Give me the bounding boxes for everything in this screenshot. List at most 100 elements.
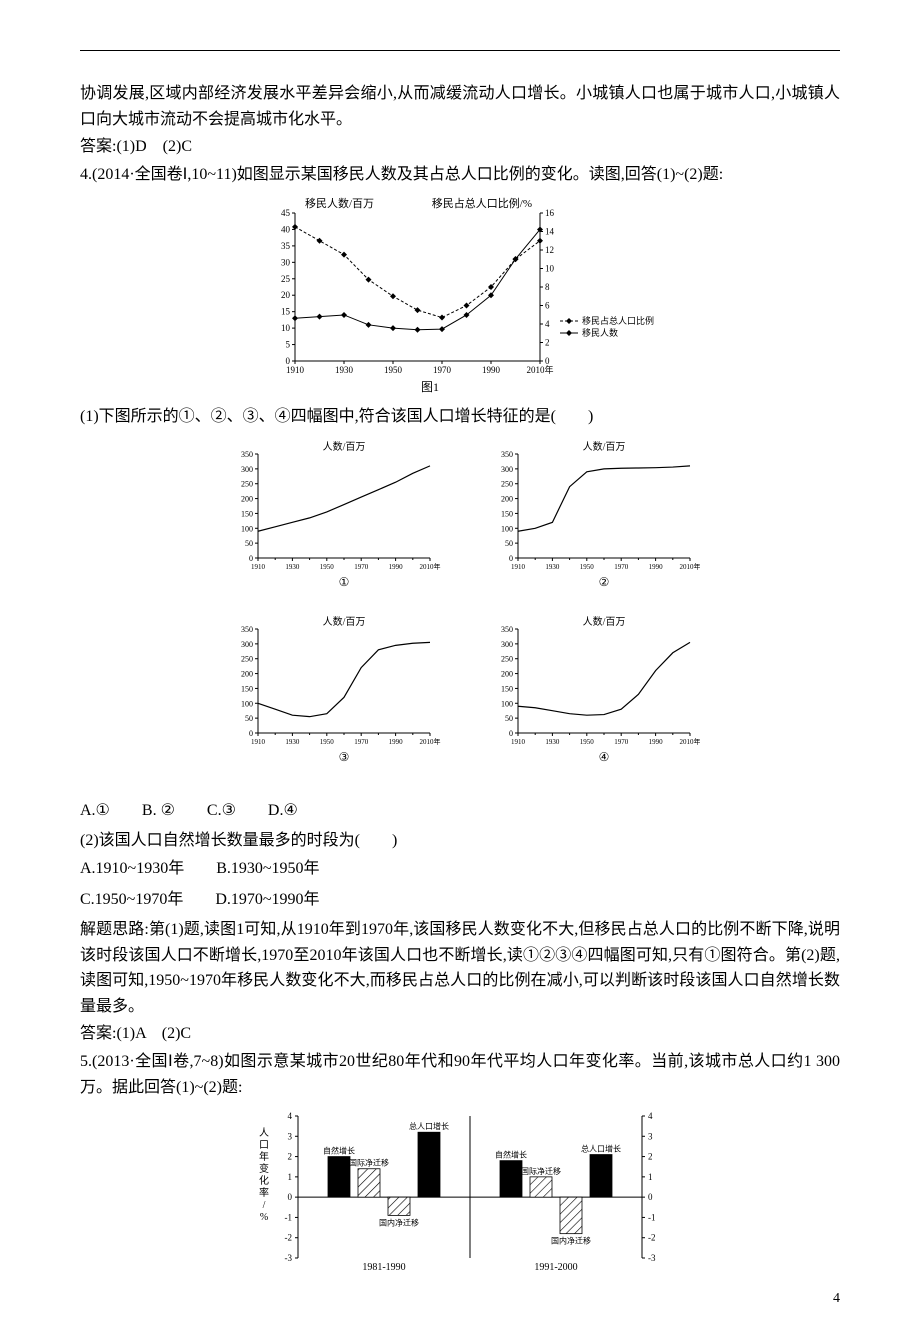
svg-text:25: 25: [281, 274, 291, 284]
svg-text:2010年: 2010年: [420, 562, 441, 571]
intro-paragraph: 协调发展,区域内部经济发展水平差异会缩小,从而减缓流动人口增长。小城镇人口也属于…: [80, 81, 840, 132]
svg-text:1990: 1990: [482, 365, 501, 375]
svg-text:200: 200: [241, 495, 253, 504]
svg-text:1910: 1910: [286, 365, 305, 375]
svg-text:1910: 1910: [251, 563, 266, 571]
svg-text:化: 化: [259, 1174, 269, 1187]
svg-text:200: 200: [501, 670, 513, 679]
svg-text:10: 10: [281, 323, 291, 333]
svg-text:100: 100: [241, 524, 253, 533]
svg-text:自然增长: 自然增长: [495, 1150, 527, 1160]
svg-text:1930: 1930: [285, 738, 300, 746]
svg-text:2: 2: [288, 1152, 293, 1162]
small-charts: 人数/百万 0 50 100 150 200 250 300 350 1910 1930 1950 19…: [80, 438, 840, 793]
svg-text:人数/百万: 人数/百万: [323, 440, 366, 453]
svg-text:②: ②: [599, 575, 610, 589]
svg-text:总人口增长: 总人口增长: [409, 1121, 449, 1131]
svg-text:1970: 1970: [354, 738, 369, 746]
svg-text:1970: 1970: [614, 563, 629, 571]
svg-text:150: 150: [241, 684, 253, 693]
svg-text:1990: 1990: [389, 738, 404, 746]
svg-text:350: 350: [501, 625, 513, 634]
svg-text:8: 8: [545, 282, 550, 292]
svg-text:自然增长: 自然增长: [323, 1146, 355, 1156]
svg-text:1930: 1930: [545, 563, 560, 571]
svg-text:-1: -1: [285, 1213, 293, 1223]
svg-text:350: 350: [241, 625, 253, 634]
svg-text:移民占总人口比例/%: 移民占总人口比例/%: [432, 196, 532, 210]
q4-options2a: A.1910~1930年 B.1930~1950年: [80, 855, 840, 884]
svg-text:10: 10: [545, 264, 555, 274]
svg-text:1910: 1910: [511, 738, 526, 746]
svg-text:30: 30: [281, 258, 291, 268]
svg-text:2010年: 2010年: [526, 364, 553, 375]
svg-text:45: 45: [281, 208, 291, 218]
svg-text:6: 6: [545, 301, 550, 311]
svg-text:人数/百万: 人数/百万: [323, 615, 366, 628]
svg-text:3: 3: [648, 1131, 653, 1141]
svg-text:50: 50: [245, 539, 253, 548]
svg-text:1990: 1990: [649, 738, 664, 746]
svg-text:200: 200: [241, 670, 253, 679]
figure-q5: -3-3-2-2-1-10011223344人口年变化率/%自然增长国际净迁移国…: [80, 1108, 840, 1283]
svg-text:50: 50: [245, 714, 253, 723]
svg-text:35: 35: [281, 241, 291, 251]
svg-text:国内净迁移: 国内净迁移: [379, 1218, 419, 1228]
svg-text:16: 16: [545, 208, 555, 218]
svg-text:1910: 1910: [251, 738, 266, 746]
svg-text:④: ④: [599, 750, 610, 764]
svg-text:0: 0: [288, 1192, 293, 1202]
svg-text:移民人数: 移民人数: [582, 327, 618, 338]
svg-text:变: 变: [259, 1162, 269, 1175]
svg-text:1930: 1930: [545, 738, 560, 746]
svg-text:40: 40: [281, 225, 291, 235]
svg-text:年: 年: [259, 1150, 269, 1163]
svg-text:1: 1: [648, 1172, 653, 1182]
page-number: 4: [833, 1291, 840, 1307]
svg-text:1950: 1950: [580, 738, 595, 746]
svg-text:1: 1: [288, 1172, 293, 1182]
svg-text:250: 250: [241, 655, 253, 664]
svg-text:3: 3: [288, 1131, 293, 1141]
svg-text:150: 150: [241, 509, 253, 518]
svg-text:1950: 1950: [320, 563, 335, 571]
svg-text:250: 250: [501, 655, 513, 664]
svg-text:-2: -2: [285, 1233, 293, 1243]
svg-text:移民占总人口比例: 移民占总人口比例: [582, 315, 654, 326]
svg-text:2: 2: [545, 338, 550, 348]
svg-text:20: 20: [281, 291, 291, 301]
svg-text:移民人数/百万: 移民人数/百万: [305, 197, 374, 210]
q4-sub1: (1)下图所示的①、②、③、④四幅图中,符合该国人口增长特征的是( ): [80, 404, 840, 430]
svg-text:300: 300: [241, 640, 253, 649]
svg-text:200: 200: [501, 495, 513, 504]
q4-options2b: C.1950~1970年 D.1970~1990年: [80, 886, 840, 915]
svg-text:0: 0: [509, 729, 513, 738]
svg-text:人: 人: [259, 1127, 269, 1139]
svg-text:2010年: 2010年: [420, 737, 441, 746]
svg-text:350: 350: [241, 450, 253, 459]
svg-text:人数/百万: 人数/百万: [583, 440, 626, 453]
svg-text:1981-1990: 1981-1990: [362, 1262, 405, 1273]
q4-sub2: (2)该国人口自然增长数量最多的时段为( ): [80, 828, 840, 854]
svg-text:1970: 1970: [614, 738, 629, 746]
svg-text:4: 4: [648, 1111, 653, 1121]
svg-text:300: 300: [241, 465, 253, 474]
svg-text:国际净迁移: 国际净迁移: [349, 1158, 389, 1168]
answer-3: 答案:(1)D (2)C: [80, 134, 840, 160]
svg-text:③: ③: [339, 750, 350, 764]
svg-text:1970: 1970: [433, 365, 452, 375]
svg-text:100: 100: [501, 699, 513, 708]
svg-text:2: 2: [648, 1152, 653, 1162]
svg-text:-3: -3: [285, 1253, 293, 1263]
svg-text:1991-2000: 1991-2000: [534, 1262, 577, 1273]
svg-text:100: 100: [501, 524, 513, 533]
svg-text:14: 14: [545, 227, 555, 237]
svg-text:300: 300: [501, 465, 513, 474]
svg-text:0: 0: [249, 554, 253, 563]
q4-stem: 4.(2014·全国卷Ⅰ,10~11)如图显示某国移民人数及其占总人口比例的变化…: [80, 162, 840, 188]
svg-text:300: 300: [501, 640, 513, 649]
svg-text:250: 250: [241, 480, 253, 489]
svg-text:1970: 1970: [354, 563, 369, 571]
svg-text:0: 0: [509, 554, 513, 563]
svg-text:4: 4: [545, 319, 550, 329]
